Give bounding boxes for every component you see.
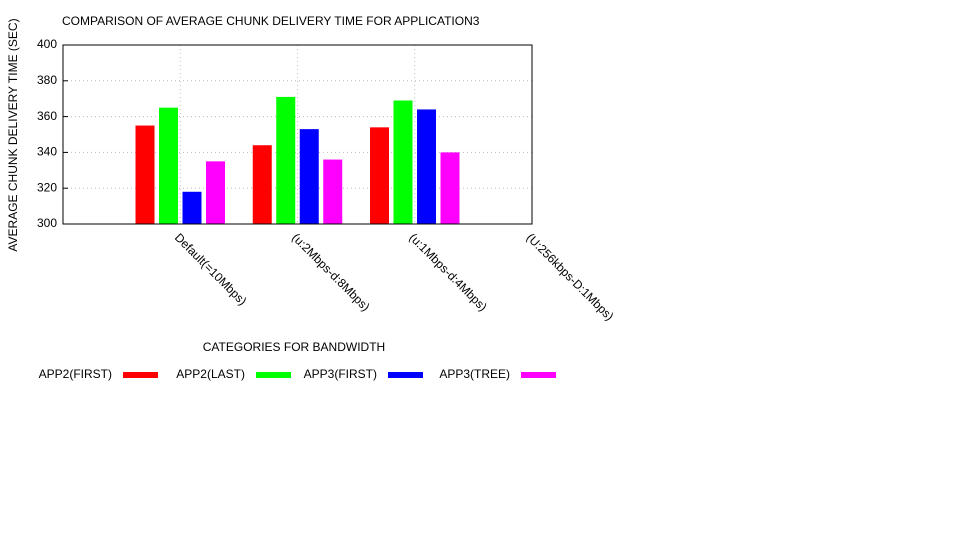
- legend-label: APP2(LAST): [176, 367, 245, 381]
- bar: [252, 145, 272, 224]
- legend-label: APP2(FIRST): [39, 367, 112, 381]
- bar: [393, 100, 413, 224]
- x-tick-label: (U:256kbps-D:1Mbps): [524, 230, 617, 323]
- legend-swatch: [388, 372, 423, 378]
- bar: [299, 129, 319, 224]
- x-tick-label: (u:1Mbps-d:4Mbps): [406, 230, 489, 313]
- bar: [276, 96, 296, 224]
- legend-swatch: [521, 372, 556, 378]
- bar: [440, 152, 460, 224]
- x-tick-label: Default(=10Mbps): [172, 230, 250, 308]
- bar: [370, 127, 389, 224]
- bar: [206, 161, 225, 224]
- y-tick-label: 320: [37, 180, 57, 194]
- x-tick-label: (u:2Mbps-d:8Mbps): [289, 230, 372, 313]
- x-axis-title: CATEGORIES FOR BANDWIDTH: [203, 340, 385, 354]
- y-tick-label: 300: [37, 216, 57, 230]
- bar: [323, 159, 343, 224]
- bar: [182, 191, 202, 224]
- legend-label: APP3(FIRST): [304, 367, 377, 381]
- bar: [135, 125, 155, 224]
- y-tick-label: 360: [37, 109, 57, 123]
- y-tick-label: 400: [37, 37, 57, 51]
- bar: [417, 109, 436, 224]
- plot-frame: [62, 44, 533, 225]
- bar: [159, 107, 178, 224]
- y-tick-label: 340: [37, 145, 57, 159]
- chart-title: COMPARISON OF AVERAGE CHUNK DELIVERY TIM…: [62, 14, 480, 28]
- legend-swatch: [123, 372, 158, 378]
- y-axis-title: AVERAGE CHUNK DELIVERY TIME (SEC): [6, 18, 20, 251]
- legend-swatch: [256, 372, 291, 378]
- y-tick-label: 380: [37, 73, 57, 87]
- legend-label: APP3(TREE): [439, 367, 510, 381]
